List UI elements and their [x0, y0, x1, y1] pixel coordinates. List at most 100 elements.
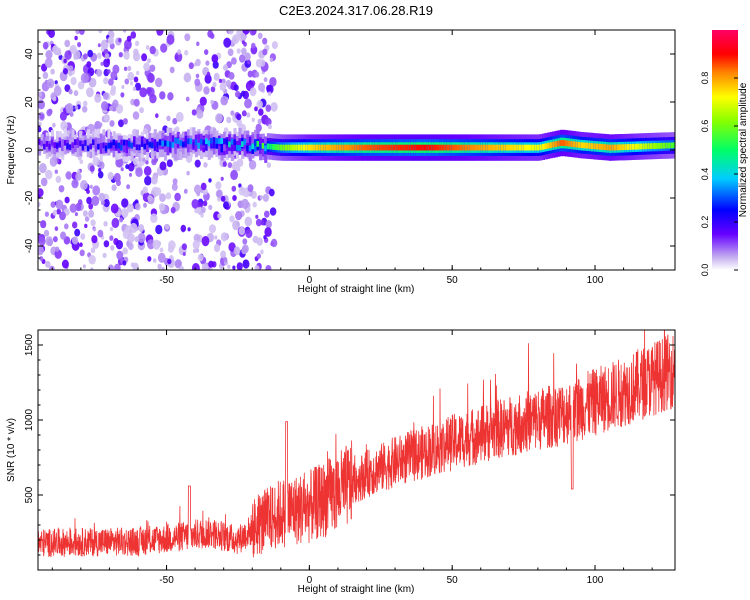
heatmap-band-cell [305, 144, 309, 151]
heatmap-noise-cell [113, 172, 121, 183]
colorbar-tick-label: 0.6 [700, 120, 710, 133]
heatmap-noise-cell [86, 87, 94, 98]
heatmap-band-cell [603, 144, 607, 150]
heatmap-noise-cell [64, 196, 70, 204]
heatmap-band-cell [459, 144, 463, 151]
heatmap-noise-cell [55, 199, 64, 210]
heatmap-noise-cell [45, 260, 51, 268]
heatmap-noise-cell [232, 265, 236, 270]
heatmap-noise-cell [127, 242, 134, 251]
heatmap-noise-cell [269, 207, 277, 216]
heatmap-noise-cell [142, 128, 148, 135]
heatmap-noise-cell [265, 220, 272, 229]
heatmap-noise-cell [66, 129, 71, 136]
heatmap-band-cell [133, 139, 137, 146]
heatmap-noise-cell [256, 100, 263, 109]
heatmap-noise-cell [60, 231, 67, 240]
heatmap-noise-cell [220, 232, 228, 242]
heatmap-noise-cell [262, 193, 269, 202]
heatmap-noise-cell [265, 104, 272, 112]
heatmap-band-cell [197, 142, 201, 149]
heatmap-noise-cell [255, 214, 259, 219]
heatmap-noise-cell [121, 198, 129, 208]
heatmap-noise-cell [102, 252, 107, 259]
snr-ytick-label: 500 [24, 486, 35, 503]
heatmap-noise-cell [211, 54, 219, 63]
heatmap-noise-cell [202, 200, 208, 207]
heatmap-noise-cell [109, 235, 114, 241]
heatmap-noise-cell [236, 262, 243, 270]
heatmap-noise-cell [46, 78, 55, 89]
heatmap-band-cell [667, 142, 672, 149]
heatmap-noise-cell [151, 157, 157, 166]
heatmap-noise-cell [192, 240, 200, 250]
heatmap-noise-cell [88, 203, 94, 210]
heatmap-noise-cell [92, 156, 100, 166]
heatmap-band-cell [657, 143, 661, 149]
heatmap-band-cell [176, 138, 180, 144]
heatmap-band-cell [577, 142, 582, 148]
heatmap-noise-cell [247, 184, 254, 193]
heatmap-noise-cell [134, 236, 140, 243]
heatmap-band-cell [354, 144, 358, 151]
heatmap-noise-cell [216, 189, 223, 198]
heatmap-noise-cell [132, 157, 139, 165]
heatmap-noise-cell [112, 99, 119, 108]
heatmap-noise-cell [79, 249, 85, 257]
heatmap-ylabel: Frequency (Hz) [6, 116, 17, 185]
heatmap-xtick-label: 50 [447, 275, 459, 286]
heatmap-noise-cell [166, 115, 171, 122]
heatmap-noise-cell [73, 90, 79, 97]
heatmap-noise-cell [244, 52, 251, 61]
heatmap-noise-cell [125, 164, 129, 170]
heatmap-band-cell [68, 144, 73, 151]
heatmap-noise-cell [194, 184, 202, 194]
heatmap-noise-cell [139, 107, 145, 114]
heatmap-noise-cell [220, 250, 227, 259]
heatmap-band-cell [53, 142, 57, 148]
heatmap-band-cell [146, 139, 150, 145]
heatmap-noise-cell [94, 93, 102, 103]
heatmap-noise-cell [185, 96, 190, 102]
heatmap-noise-cell [233, 84, 239, 91]
heatmap-noise-cell [181, 243, 187, 251]
heatmap-noise-cell [188, 62, 194, 70]
colorbar-label: Normalized spectral amplitude [738, 82, 749, 217]
heatmap-band-cell [38, 142, 42, 154]
heatmap-noise-cell [45, 169, 53, 180]
heatmap-noise-cell [100, 39, 109, 50]
heatmap-band-cell [71, 142, 75, 149]
heatmap-band-cell [61, 139, 65, 150]
heatmap-band-cell [254, 139, 258, 150]
heatmap-noise-cell [54, 80, 58, 85]
heatmap-band-cell [122, 141, 126, 153]
heatmap-noise-cell [64, 50, 72, 60]
heatmap-band-cell [631, 143, 636, 150]
heatmap-noise-cell [271, 41, 278, 50]
heatmap-band-cell [601, 144, 605, 150]
heatmap-noise-cell [88, 254, 96, 265]
heatmap-noise-cell [42, 41, 49, 50]
heatmap-band-cell [274, 144, 278, 150]
heatmap-band-cell [333, 144, 337, 151]
heatmap-noise-cell [197, 253, 204, 262]
heatmap-noise-cell [45, 50, 53, 60]
heatmap-band-cell [451, 144, 456, 151]
heatmap-noise-cell [183, 188, 188, 194]
heatmap-noise-cell [80, 72, 89, 84]
heatmap-band-cell [184, 141, 188, 147]
heatmap-noise-cell [132, 86, 137, 92]
heatmap-noise-cell [212, 81, 217, 88]
heatmap-noise-cell [207, 30, 214, 38]
heatmap-noise-cell [180, 224, 187, 232]
heatmap-noise-cell [157, 263, 162, 270]
heatmap-band-cell [207, 134, 211, 146]
heatmap-noise-cell [173, 127, 178, 133]
heatmap-band-cell [541, 143, 546, 150]
heatmap-band-cell [143, 138, 147, 149]
heatmap-band-cell [385, 144, 389, 151]
heatmap-band-cell [487, 144, 492, 151]
heatmap-noise-cell [100, 47, 105, 52]
heatmap-band-cell [572, 141, 576, 148]
heatmap-band-cell [377, 144, 381, 151]
